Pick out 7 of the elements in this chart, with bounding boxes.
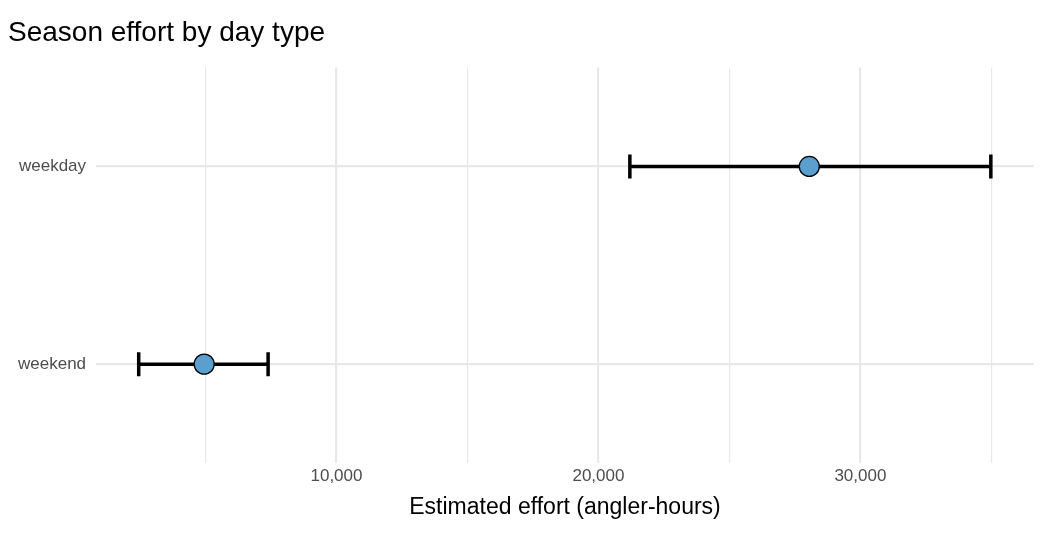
chart-title: Season effort by day type	[8, 15, 326, 47]
y-tick-label: weekend	[16, 353, 87, 373]
x-tick-label: 20,000	[572, 465, 625, 485]
x-tick-label: 30,000	[834, 465, 887, 485]
x-axis-title: Estimated effort (angler-hours)	[409, 492, 721, 519]
x-tick-label: 10,000	[310, 465, 363, 485]
y-tick-label: weekday	[17, 156, 87, 176]
